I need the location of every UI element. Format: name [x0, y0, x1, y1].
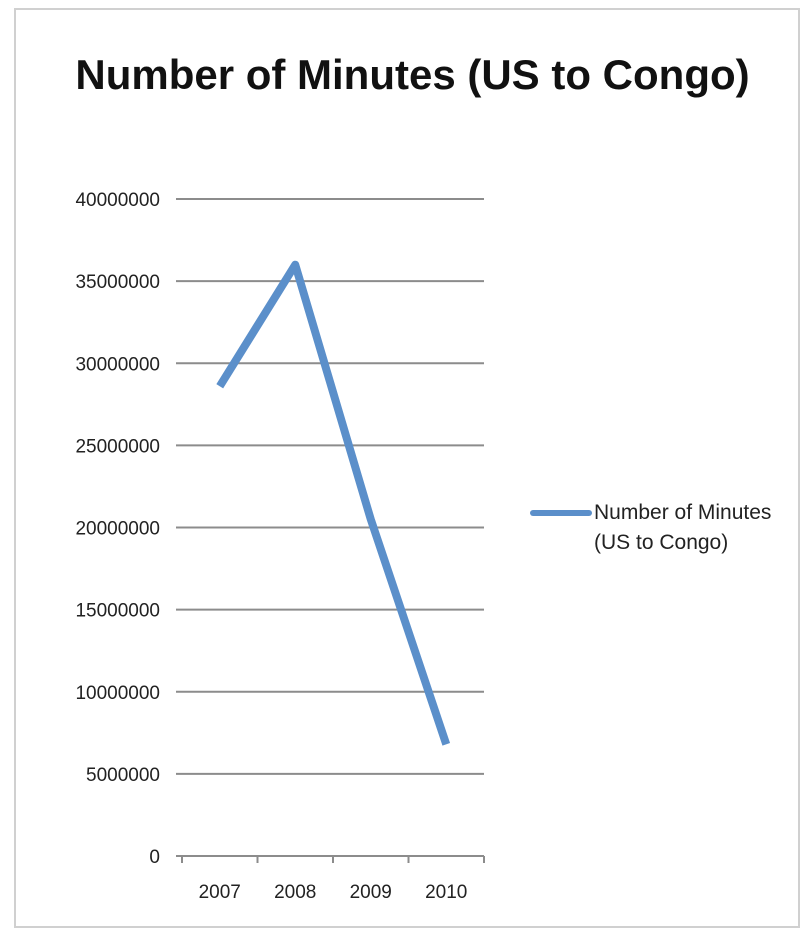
x-axis-tick-labels: 2007 2008 2009 2010: [199, 882, 468, 903]
legend-label: Number of Minutes (US to Congo): [594, 498, 784, 558]
y-tick-label: 40000000: [75, 190, 160, 211]
y-tick-label: 15000000: [75, 601, 160, 622]
axes: [176, 856, 484, 863]
x-tick-label: 2010: [425, 882, 467, 903]
x-tick-label: 2007: [199, 882, 241, 903]
y-tick-label: 25000000: [75, 436, 160, 457]
x-tick-label: 2009: [350, 882, 392, 903]
y-tick-label: 10000000: [75, 683, 160, 704]
series-line: [220, 265, 447, 745]
y-axis-tick-labels: 0 5000000 10000000 15000000 20000000 25000000…: [75, 190, 160, 868]
y-tick-label: 20000000: [75, 519, 160, 540]
y-tick-label: 35000000: [75, 272, 160, 293]
legend-swatch: [530, 510, 592, 516]
series-group: [220, 265, 447, 745]
x-tick-label: 2008: [274, 882, 316, 903]
y-tick-label: 30000000: [75, 354, 160, 375]
y-tick-label: 0: [149, 847, 160, 868]
y-tick-label: 5000000: [86, 765, 160, 786]
gridlines: [176, 199, 484, 774]
